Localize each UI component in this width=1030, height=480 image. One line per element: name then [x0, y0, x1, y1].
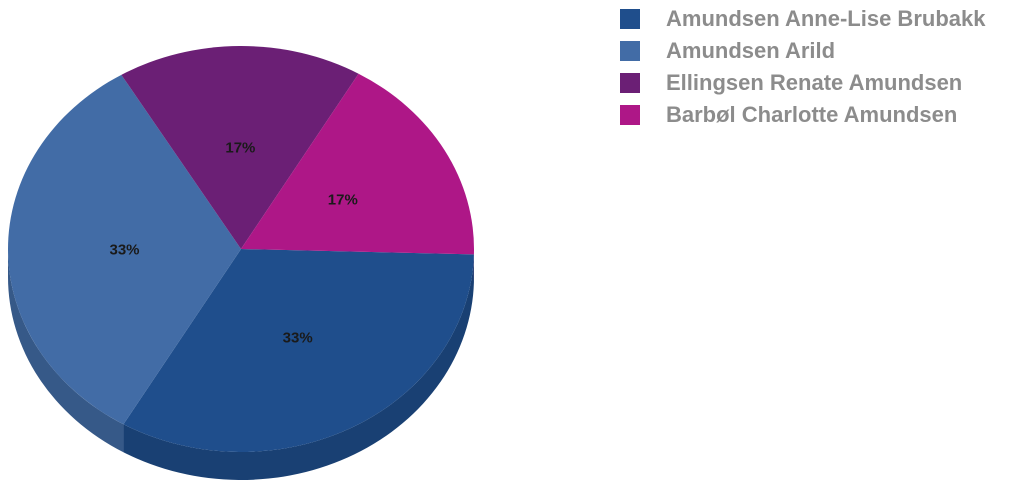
pie-slice-renate[interactable]: [121, 46, 359, 250]
pie-slice-charlotte[interactable]: [241, 73, 474, 255]
pie-depth: [8, 249, 474, 480]
slice-label-arild: 33%: [109, 242, 139, 259]
legend-label: Barbøl Charlotte Amundsen: [666, 102, 958, 127]
pie-slice-anne-lise[interactable]: [123, 249, 474, 452]
slice-label-renate: 17%: [225, 140, 255, 157]
legend: Amundsen Anne-Lise Brubakk Amundsen Aril…: [620, 6, 1025, 134]
slice-label-charlotte: 17%: [328, 192, 358, 209]
pie-side-anne-lise: [123, 254, 474, 480]
legend-item-charlotte[interactable]: Barbøl Charlotte Amundsen: [620, 102, 1025, 128]
pie-top: [8, 46, 474, 452]
legend-swatch: [620, 9, 640, 29]
legend-label: Amundsen Arild: [666, 38, 836, 63]
legend-swatch: [620, 73, 640, 93]
pie-slice-arild[interactable]: [8, 74, 241, 425]
legend-item-renate[interactable]: Ellingsen Renate Amundsen: [620, 70, 1025, 96]
legend-item-anne-lise[interactable]: Amundsen Anne-Lise Brubakk: [620, 6, 1025, 32]
legend-swatch: [620, 105, 640, 125]
pie-side-arild: [8, 249, 124, 453]
legend-label: Amundsen Anne-Lise Brubakk: [666, 6, 986, 31]
legend-item-arild[interactable]: Amundsen Arild: [620, 38, 1025, 64]
slice-label-anne-lise: 33%: [283, 330, 313, 347]
legend-swatch: [620, 41, 640, 61]
legend-label: Ellingsen Renate Amundsen: [666, 70, 963, 95]
pie-labels: 33% 33% 17% 17%: [109, 140, 357, 347]
